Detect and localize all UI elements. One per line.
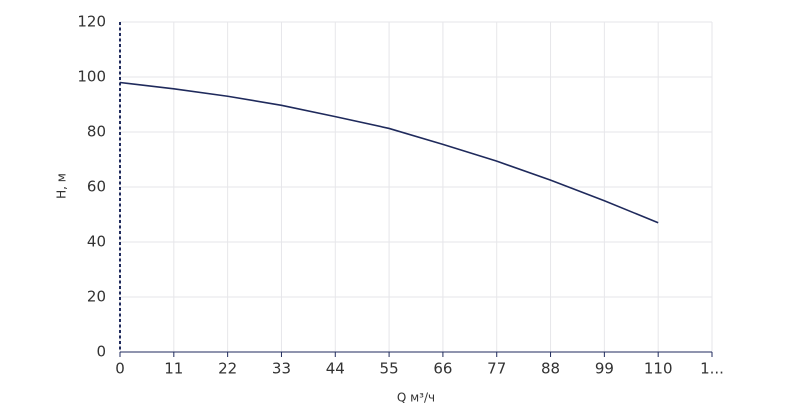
x-tick-label: 55: [380, 360, 399, 378]
y-tick-label: 120: [77, 13, 106, 31]
x-axis-label: Q м³/ч: [397, 391, 435, 405]
x-tick-label: 11: [164, 360, 183, 378]
y-tick-label: 0: [96, 343, 106, 361]
x-tick-label: 0: [115, 360, 125, 378]
y-axis-label: Н, м: [55, 173, 69, 199]
y-tick-label: 20: [87, 288, 106, 306]
x-tick-label: 99: [595, 360, 614, 378]
x-tick-label: 88: [541, 360, 560, 378]
x-tick-label: 22: [218, 360, 237, 378]
x-tick-label: 44: [326, 360, 345, 378]
x-tick-label: 110: [644, 360, 673, 378]
y-tick-label: 40: [87, 233, 106, 251]
x-tick-label: 66: [433, 360, 452, 378]
x-tick-label: 33: [272, 360, 291, 378]
data-line: [119, 81, 659, 224]
x-tick-label: 77: [487, 360, 506, 378]
y-tick-label: 80: [87, 123, 106, 141]
y-tick-label: 60: [87, 178, 106, 196]
x-tick-label: 1...: [700, 360, 724, 378]
y-tick-label: 100: [77, 68, 106, 86]
